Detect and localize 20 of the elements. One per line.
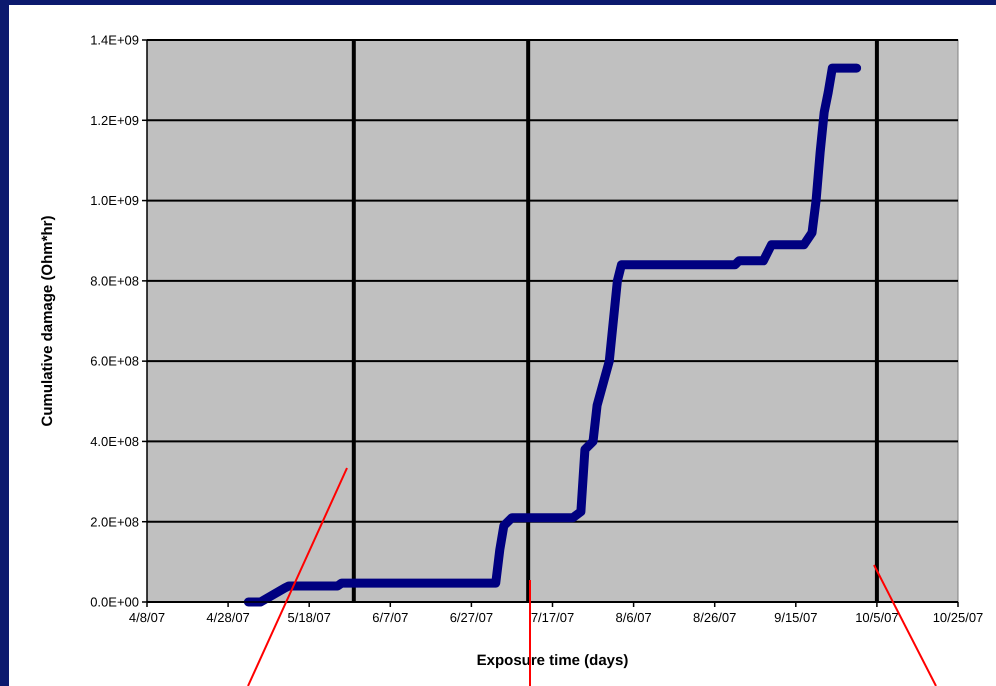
x-tick-label: 4/8/07 bbox=[128, 610, 166, 625]
y-axis-title: Cumulative damage (Ohm*hr) bbox=[39, 216, 56, 426]
y-tick-label: 2.0E+08 bbox=[90, 514, 139, 530]
x-tick-label: 9/15/07 bbox=[774, 610, 818, 625]
y-tick-label: 1.2E+09 bbox=[90, 112, 139, 128]
y-tick-label: 1.0E+09 bbox=[90, 193, 139, 208]
x-tick-label: 8/6/07 bbox=[616, 610, 652, 625]
x-tick-label: 4/28/07 bbox=[206, 610, 250, 625]
x-tick-label: 10/5/07 bbox=[855, 610, 899, 625]
y-tick-label: 6.0E+08 bbox=[90, 354, 139, 369]
x-tick-label: 10/25/07 bbox=[932, 610, 984, 625]
y-tick-label: 4.0E+08 bbox=[90, 434, 139, 449]
y-tick-label: 0.0E+00 bbox=[90, 594, 139, 610]
x-tick-label: 7/17/07 bbox=[530, 610, 574, 625]
y-tick-label: 1.4E+09 bbox=[90, 32, 139, 48]
x-tick-label: 6/27/07 bbox=[450, 610, 494, 625]
x-tick-label: 5/18/07 bbox=[288, 610, 331, 625]
y-tick-label: 8.0E+08 bbox=[90, 273, 139, 288]
x-tick-label: 8/26/07 bbox=[693, 610, 736, 625]
x-tick-label: 6/7/07 bbox=[372, 610, 408, 625]
